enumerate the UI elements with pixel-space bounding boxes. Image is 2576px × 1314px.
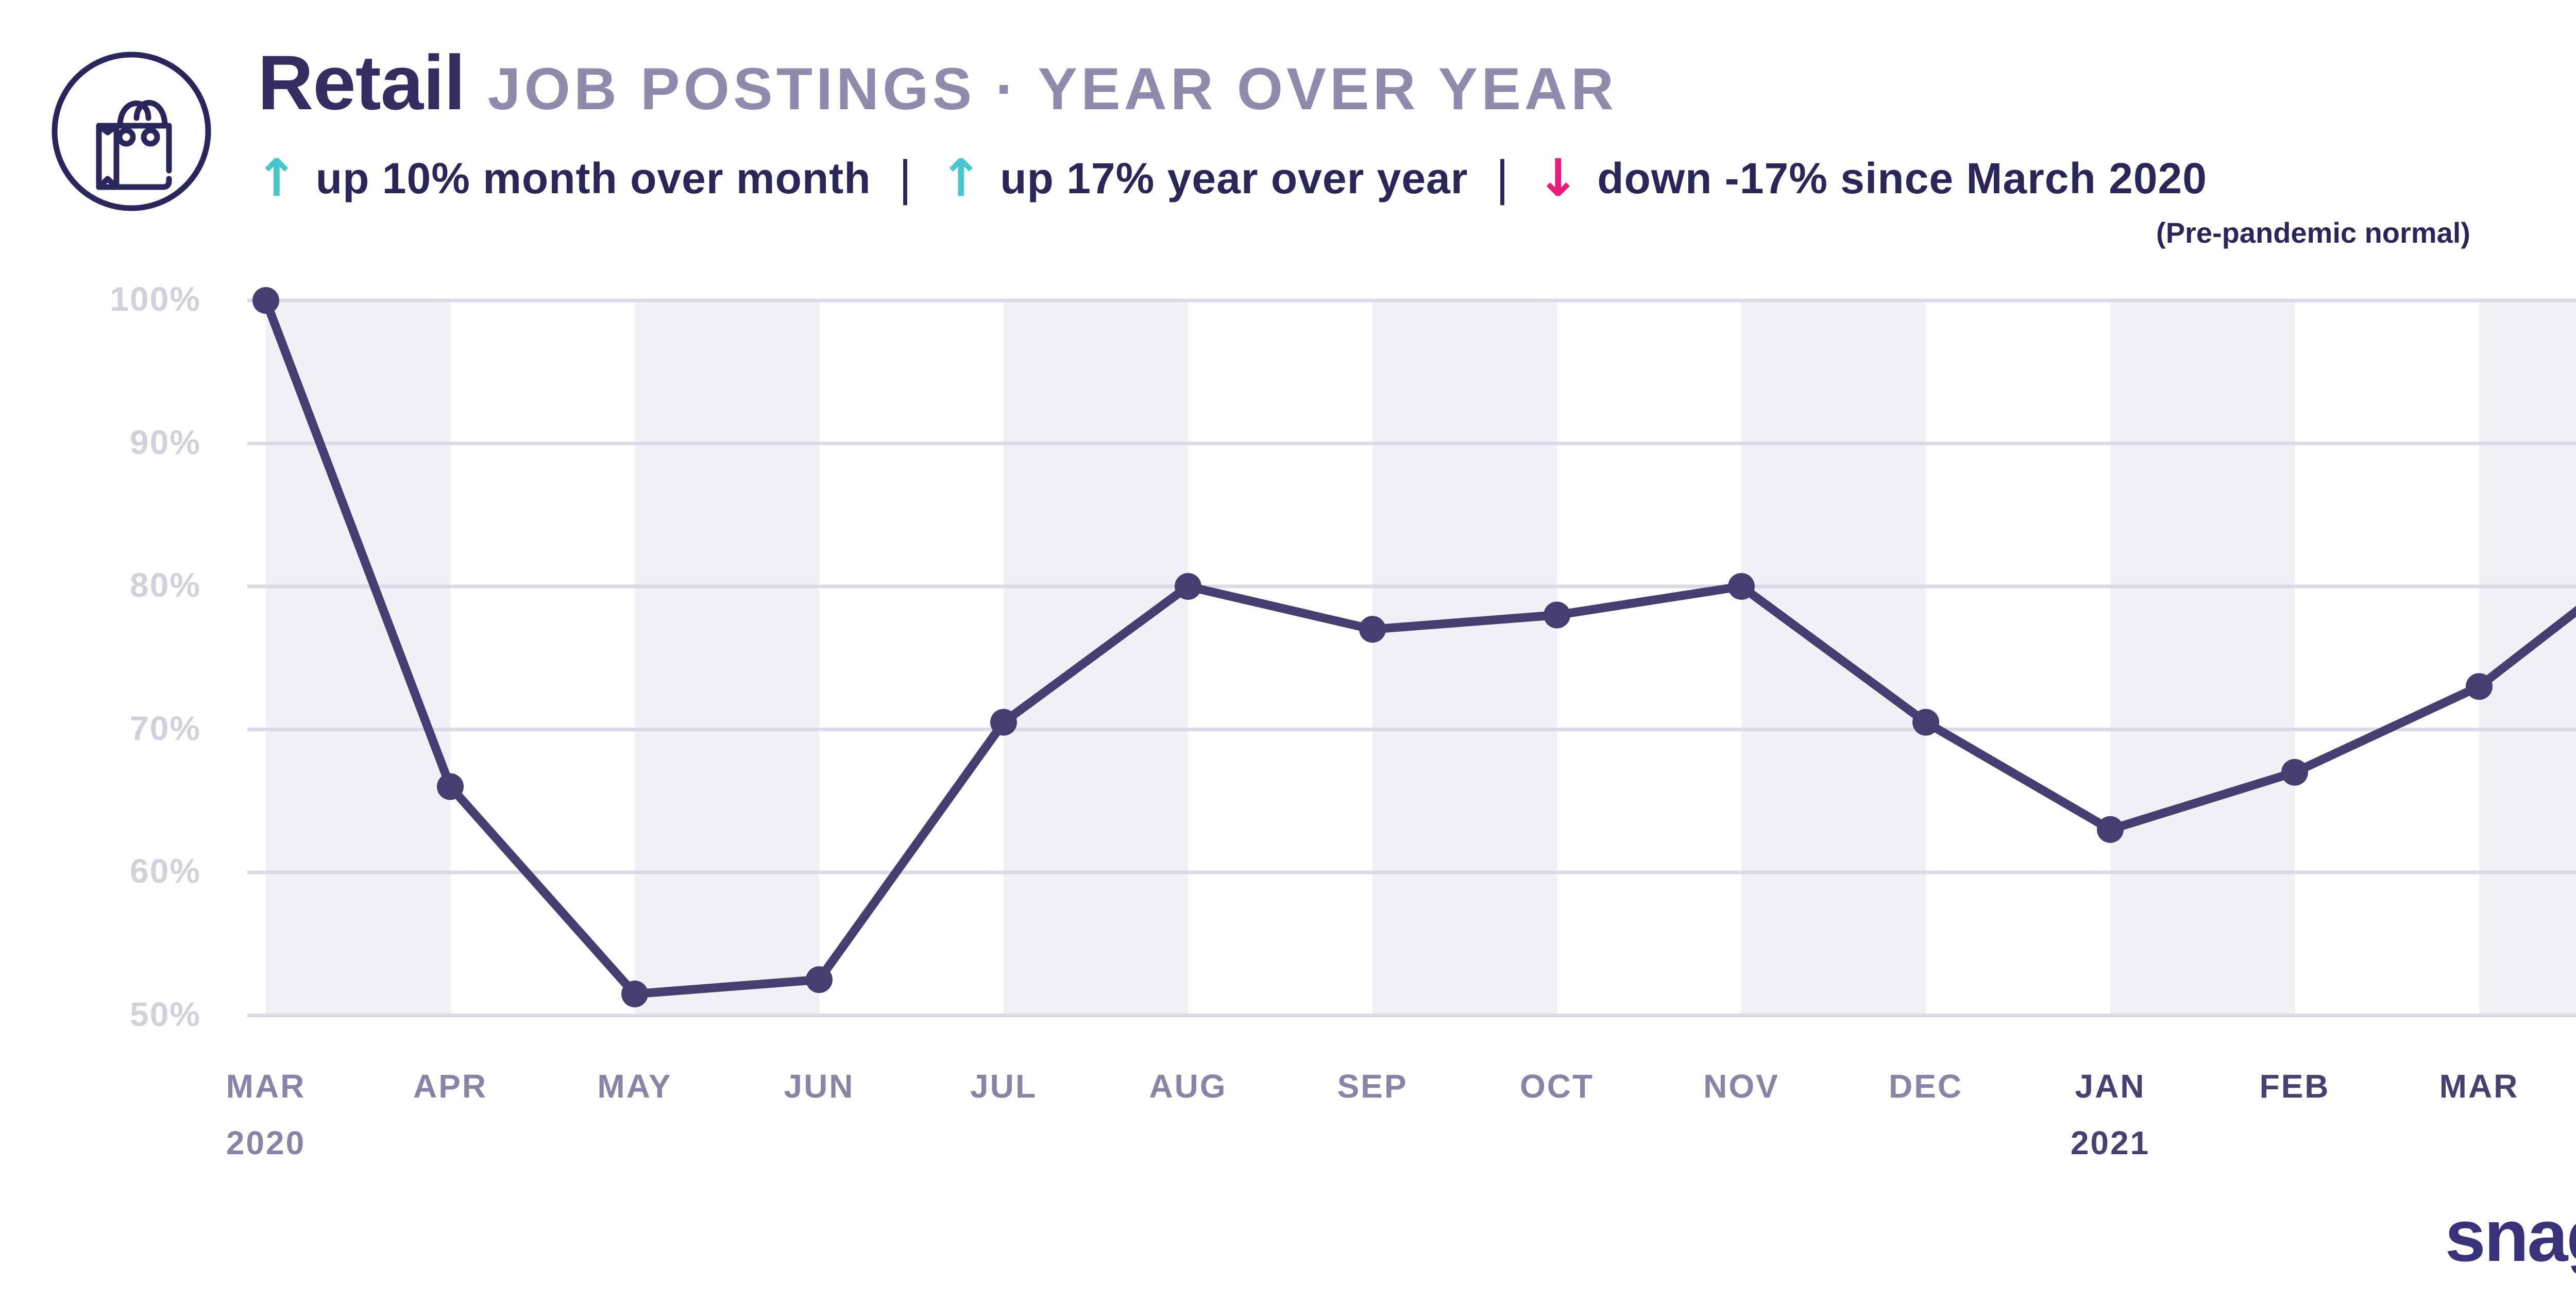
y-tick-60: 60%: [129, 852, 201, 890]
snagajob-logo: snagajob®: [2445, 1200, 2576, 1273]
x-tick-4-JUL: JUL: [970, 1068, 1037, 1105]
data-point-JAN-2021: [2097, 816, 2124, 843]
y-tick-70: 70%: [129, 709, 201, 747]
month-band: [266, 300, 450, 1016]
stat-divider: |: [899, 150, 912, 206]
y-tick-80: 80%: [129, 566, 201, 604]
data-point-OCT-2020: [1544, 601, 1570, 629]
x-tick-2-MAY: MAY: [597, 1068, 672, 1105]
month-band: [2479, 300, 2576, 1016]
y-tick-50: 50%: [129, 995, 201, 1033]
x-tick-year-2021: 2021: [2070, 1124, 2150, 1161]
stat-since-march-2020: ↓ down -17% since March 2020: [1536, 153, 2207, 204]
x-tick-1-APR: APR: [413, 1068, 488, 1105]
data-point-MAR-2020: [252, 287, 279, 314]
x-tick-6-SEP: SEP: [1337, 1068, 1408, 1105]
down-arrow-icon: ↓: [1536, 148, 1580, 208]
data-point-NOV-2020: [1728, 573, 1755, 600]
stat-divider: |: [1496, 150, 1509, 206]
data-point-APR-2020: [437, 773, 464, 800]
summary-stats: ↑ up 10% month over month | ↑ up 17% yea…: [255, 153, 2207, 204]
x-tick-5-AUG: AUG: [1149, 1068, 1227, 1105]
x-tick-12-MAR: MAR: [2439, 1068, 2519, 1105]
logo-text: snagajob: [2445, 1195, 2576, 1277]
data-point-SEP-2020: [1359, 616, 1386, 643]
x-tick-year-2020: 2020: [226, 1124, 306, 1161]
data-point-FEB-2021: [2281, 759, 2308, 786]
data-point-JUL-2020: [990, 709, 1017, 736]
data-point-AUG-2020: [1175, 573, 1201, 600]
month-band: [2110, 300, 2295, 1016]
x-tick-11-FEB: FEB: [2259, 1068, 2330, 1105]
shopping-bag-icon: [49, 52, 214, 216]
data-point-DEC-2020: [1912, 709, 1939, 736]
stat-text: up 17% year over year: [1000, 154, 1468, 203]
y-tick-90: 90%: [129, 423, 201, 461]
title-category: Retail: [258, 39, 465, 126]
title-subtitle: JOB POSTINGS · YEAR OVER YEAR: [487, 56, 1618, 122]
month-band: [635, 300, 819, 1016]
data-point-MAY-2020: [621, 980, 648, 1007]
page-title: Retail JOB POSTINGS · YEAR OVER YEAR: [258, 44, 1617, 121]
up-arrow-icon: ↑: [255, 148, 298, 208]
x-tick-10-JAN: JAN: [2075, 1068, 2146, 1105]
stat-text: up 10% month over month: [315, 154, 871, 203]
stat-year-over-year: ↑ up 17% year over year: [939, 153, 1468, 204]
stat-month-over-month: ↑ up 10% month over month: [255, 153, 871, 204]
x-tick-7-OCT: OCT: [1519, 1068, 1595, 1105]
up-arrow-icon: ↑: [939, 148, 983, 208]
month-band: [1372, 300, 1557, 1016]
data-point-MAR-2021: [2466, 673, 2493, 700]
x-tick-8-NOV: NOV: [1703, 1068, 1780, 1105]
trend-line: [261, 296, 2576, 999]
x-tick-0-MAR: MAR: [226, 1068, 306, 1105]
data-point-JUN-2020: [806, 966, 833, 993]
retail-category-badge: [49, 49, 214, 214]
y-tick-100: 100%: [110, 280, 201, 318]
pre-pandemic-note: (Pre-pandemic normal): [2156, 216, 2470, 249]
x-tick-3-JUN: JUN: [784, 1068, 855, 1105]
stat-text: down -17% since March 2020: [1597, 154, 2207, 203]
x-tick-9-DEC: DEC: [1888, 1068, 1963, 1105]
